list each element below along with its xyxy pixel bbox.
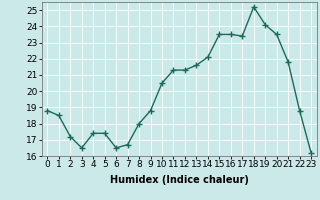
X-axis label: Humidex (Indice chaleur): Humidex (Indice chaleur) [110, 175, 249, 185]
